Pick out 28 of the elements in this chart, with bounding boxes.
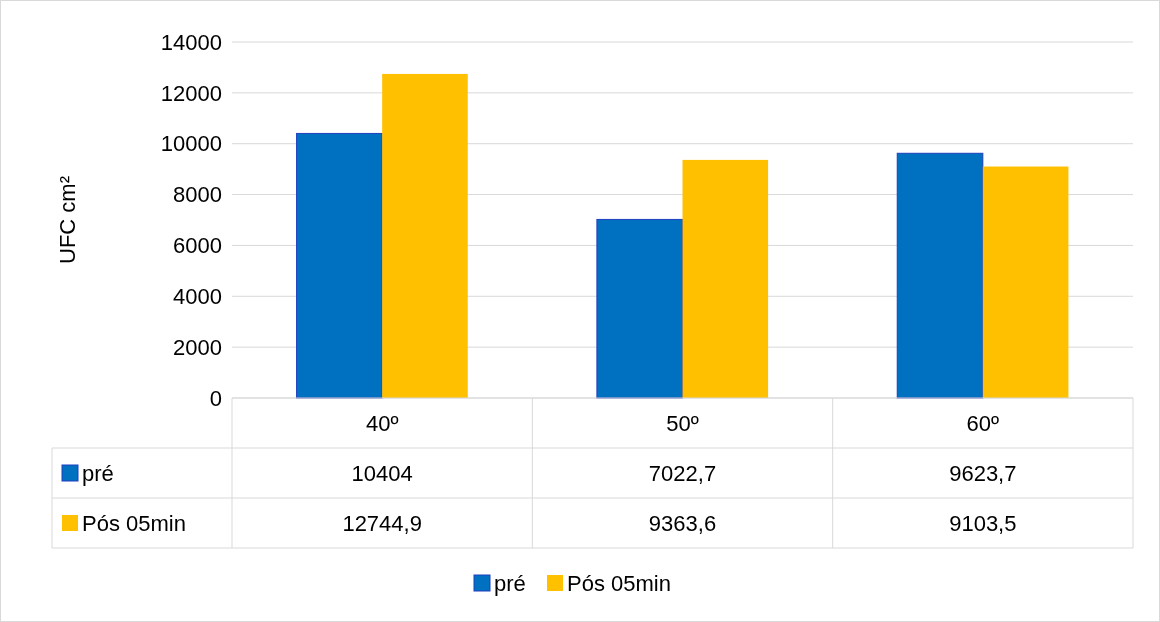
y-tick-label: 6000 <box>173 233 222 259</box>
y-tick-label: 8000 <box>173 182 222 208</box>
x-tick-label: 60º <box>966 410 1000 436</box>
bar <box>682 159 769 398</box>
data-label: 9363,6 <box>648 510 717 536</box>
bar <box>382 73 468 398</box>
legend-label: pré <box>494 570 526 596</box>
y-tick-label: 2000 <box>173 334 222 360</box>
legend-label: Pós 05min <box>567 570 671 596</box>
bar <box>896 152 984 399</box>
y-tick-label: 14000 <box>160 29 222 55</box>
bar <box>596 218 683 399</box>
y-tick-label: 10000 <box>160 131 222 157</box>
bar <box>296 132 383 399</box>
data-label: 9623,7 <box>949 460 1017 486</box>
y-tick-label: 12000 <box>160 80 222 106</box>
x-tick-label: 50º <box>666 410 699 436</box>
data-label: 9103,5 <box>949 510 1017 536</box>
y-axis-title: UFC cm² <box>55 176 80 264</box>
data-label: 10404 <box>351 460 413 486</box>
data-label: 7022,7 <box>648 460 717 486</box>
y-tick-label: 4000 <box>173 283 222 309</box>
bar <box>982 166 1069 398</box>
data-label: 12744,9 <box>342 510 422 536</box>
text: Pós 05min <box>82 510 186 536</box>
y-tick-label: 0 <box>209 385 222 411</box>
text: pré <box>82 460 114 486</box>
x-tick-label: 40º <box>365 410 399 436</box>
